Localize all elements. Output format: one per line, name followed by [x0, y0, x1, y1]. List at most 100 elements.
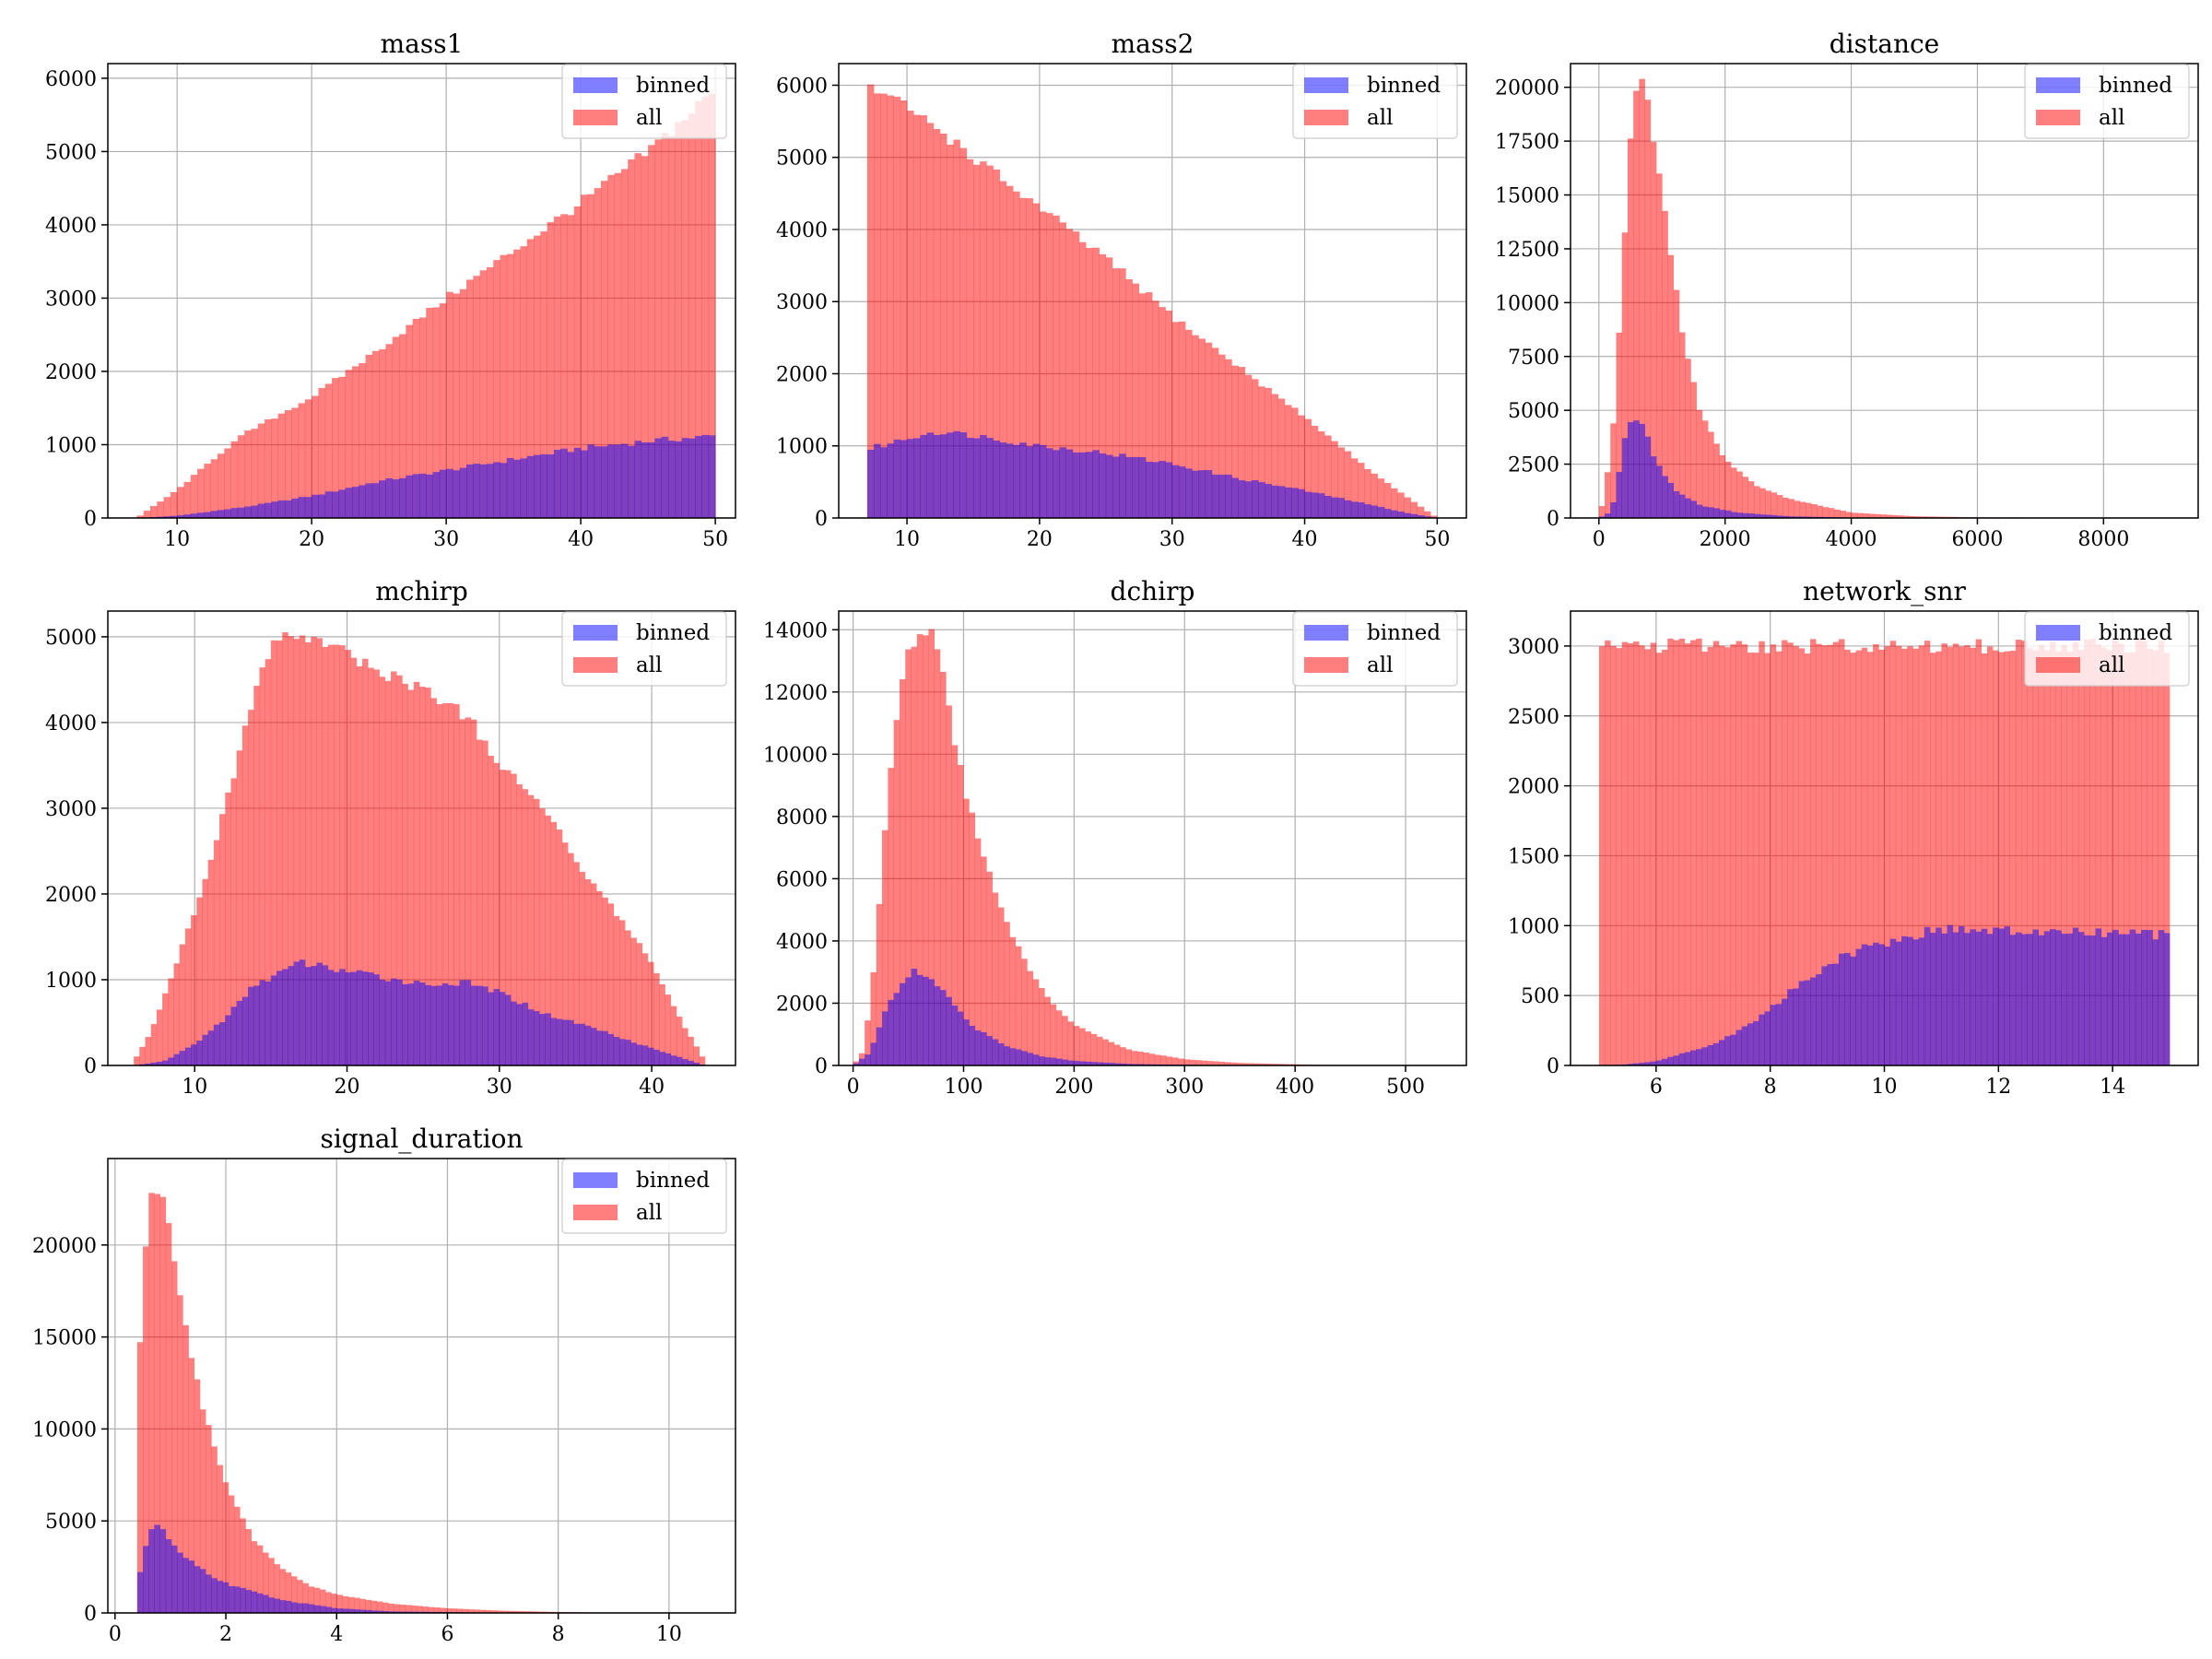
bar-binned — [1072, 452, 1080, 518]
bar-binned — [1855, 948, 1863, 1065]
bar-all — [432, 307, 441, 518]
bar-all — [265, 659, 272, 1065]
bar-binned — [345, 972, 351, 1065]
bar-all — [880, 93, 888, 518]
bar-binned — [148, 1529, 155, 1613]
bar-all — [1730, 644, 1736, 1065]
x-tick-label: 50 — [702, 528, 728, 551]
bar-binned — [2038, 935, 2045, 1065]
y-tick-label: 20000 — [1495, 77, 1559, 100]
bar-all — [1644, 100, 1652, 518]
bar-all — [1889, 641, 1897, 1065]
bar-all — [459, 719, 465, 1065]
bar-all — [373, 669, 380, 1065]
bar-binned — [913, 438, 921, 518]
bar-binned — [882, 1011, 888, 1065]
bar-all — [665, 994, 672, 1065]
bar-all — [1085, 1031, 1091, 1065]
bar-all — [986, 871, 993, 1065]
bar-all — [1799, 501, 1806, 518]
bar-binned — [1324, 496, 1332, 518]
bar-all — [1311, 425, 1319, 518]
bar-all — [1707, 646, 1714, 1065]
bar-all — [1747, 481, 1755, 518]
legend: binned all — [561, 611, 727, 687]
y-tick-label: 5000 — [45, 1511, 97, 1534]
bar-binned — [1765, 514, 1771, 518]
bar-all — [2032, 650, 2039, 1065]
bar-all — [1793, 645, 1799, 1065]
bar-binned — [1004, 1046, 1010, 1065]
bar-all — [524, 1611, 532, 1613]
x-tick-label: 6000 — [1951, 528, 2003, 551]
bar-all — [139, 1046, 146, 1065]
bar-binned — [150, 1062, 158, 1065]
y-tick-label: 4000 — [776, 219, 828, 242]
bar-binned — [1741, 1026, 1748, 1065]
bar-all — [682, 1028, 688, 1065]
bar-all — [206, 1425, 212, 1613]
bar-all — [520, 246, 528, 518]
bar-all — [257, 423, 265, 518]
bar-all — [2147, 648, 2153, 1065]
bar-all — [1009, 936, 1017, 1065]
bar-all — [550, 821, 558, 1065]
bar-all — [1873, 644, 1879, 1065]
bar-all — [1350, 458, 1359, 518]
bar-binned — [946, 996, 952, 1065]
bar-binned — [204, 512, 211, 518]
bar-binned — [1924, 926, 1931, 1065]
y-tick-label: 2000 — [1508, 776, 1559, 799]
bar-all — [207, 859, 215, 1065]
bar-all — [963, 798, 970, 1065]
legend-swatch-all — [2036, 110, 2080, 125]
bar-all — [1673, 640, 1679, 1065]
x-tick-label: 30 — [433, 528, 459, 551]
bar-all — [1782, 640, 1788, 1065]
bar-all — [271, 418, 278, 518]
bar-all — [504, 770, 512, 1065]
bar-all — [926, 123, 935, 518]
bar-binned — [1650, 456, 1657, 518]
bar-all — [1794, 500, 1801, 518]
bar-binned — [2135, 933, 2142, 1065]
bar-all — [1667, 254, 1675, 518]
bar-all — [171, 1261, 178, 1613]
bar-all — [1878, 649, 1885, 1065]
bar-binned — [561, 1019, 569, 1065]
bar-binned — [959, 432, 968, 518]
bar-binned — [1231, 477, 1239, 518]
bar-binned — [230, 508, 239, 518]
bar-binned — [2106, 932, 2113, 1065]
bar-all — [173, 963, 180, 1065]
bar-all — [399, 1605, 406, 1613]
bar-all — [1656, 173, 1663, 518]
bar-all — [256, 1545, 264, 1613]
bar-all — [162, 993, 169, 1065]
bar-binned — [2072, 927, 2079, 1065]
bar-binned — [368, 972, 374, 1065]
bar-binned — [156, 1062, 163, 1065]
bar-binned — [1621, 438, 1629, 518]
bar-binned — [534, 454, 541, 518]
bar-all — [1855, 650, 1863, 1065]
bar-binned — [2009, 935, 2017, 1065]
bar-binned — [1753, 1020, 1759, 1065]
y-tick-label: 3000 — [1508, 636, 1559, 659]
bar-binned — [1775, 1004, 1783, 1065]
bar-all — [356, 665, 363, 1065]
bar-all — [342, 1595, 349, 1613]
bar-binned — [412, 474, 420, 518]
panel-mass1: 10 20 30 40 50 0 1000 2000 3000 4000 5000 6000 mass1… — [45, 29, 736, 551]
bar-all — [1816, 643, 1822, 1065]
bar-binned — [493, 989, 500, 1065]
bar-all — [2158, 641, 2165, 1065]
bar-all — [513, 1610, 520, 1613]
bar-binned — [365, 483, 373, 518]
y-tick-label: 2000 — [45, 884, 97, 907]
y-tick-label: 4000 — [45, 712, 97, 735]
bar-binned — [573, 1023, 580, 1065]
bar-binned — [1067, 1060, 1075, 1065]
bar-binned — [1598, 516, 1606, 518]
y-tick-label: 15000 — [32, 1327, 97, 1350]
